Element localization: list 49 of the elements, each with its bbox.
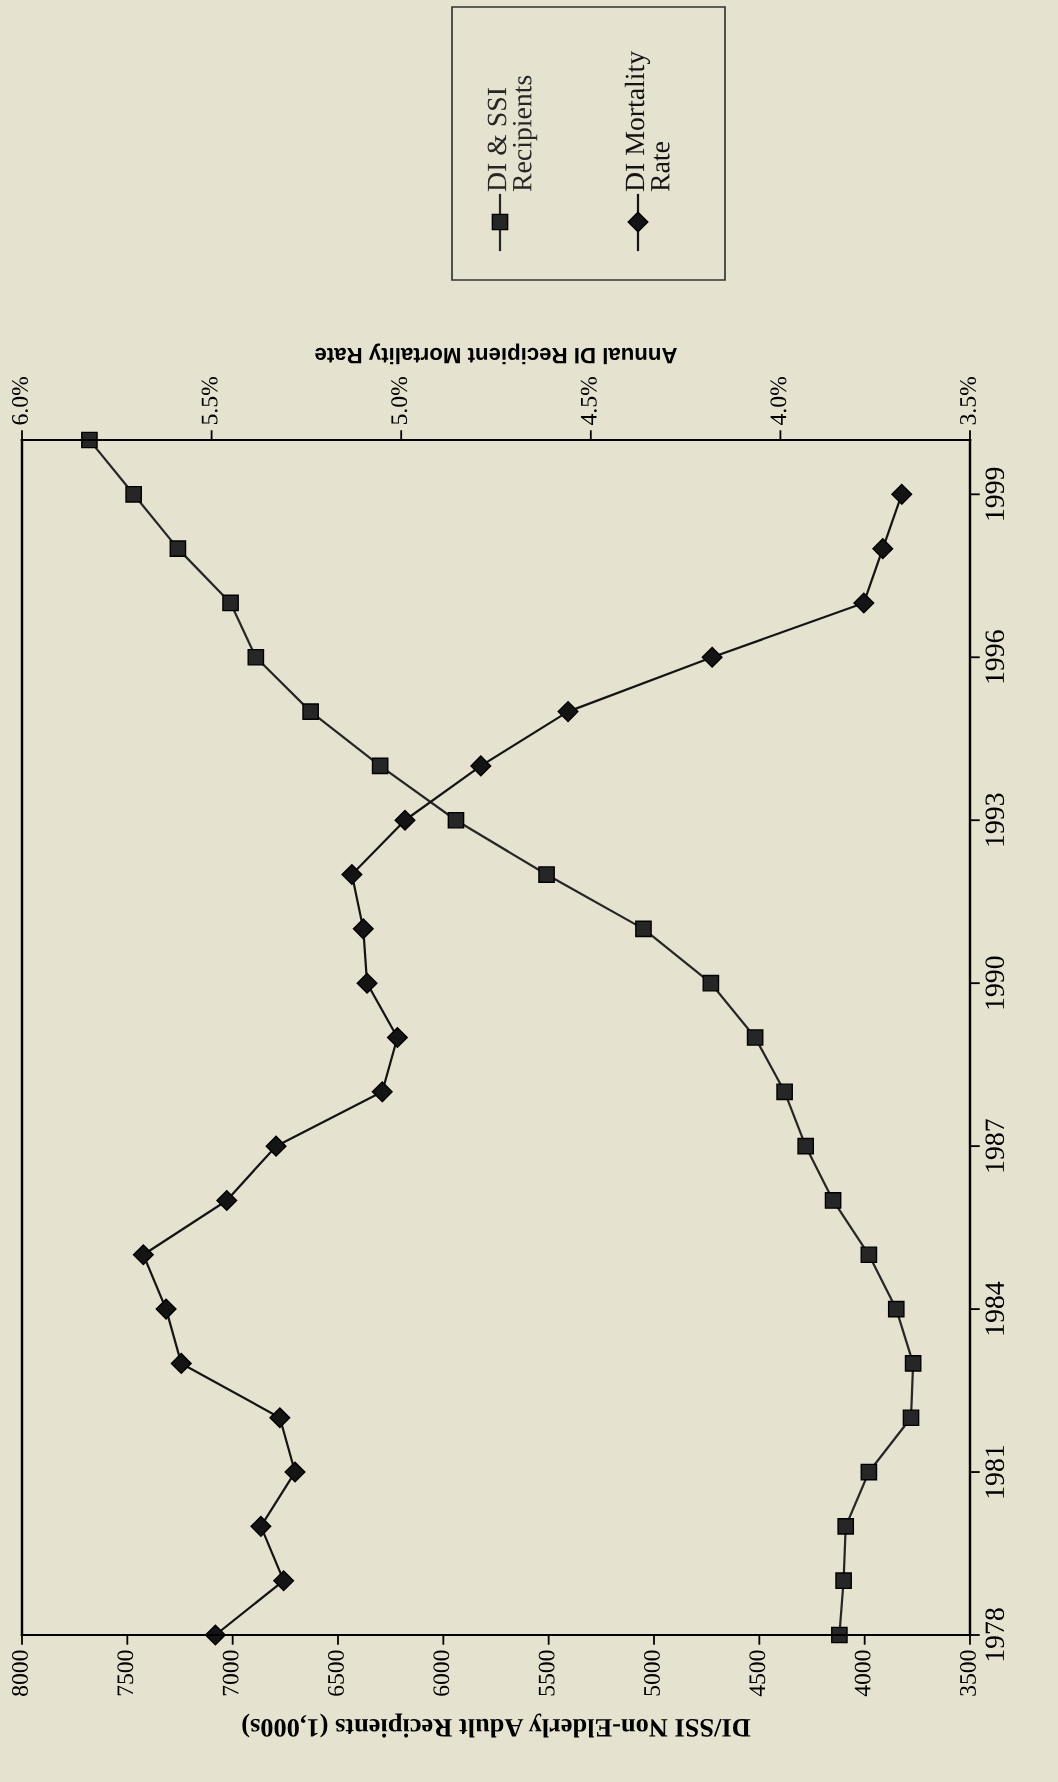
point [371,757,389,775]
point [824,1192,842,1209]
point [835,1572,852,1590]
point [447,811,465,829]
point [702,974,720,992]
point [860,1463,878,1481]
y-tick-label: 1996 [985,630,1005,683]
point [169,540,187,557]
point [797,1137,815,1155]
point [887,1300,905,1318]
point [776,1083,793,1101]
text: DI Mortality Rate [624,50,670,192]
point [125,485,142,503]
x2-tick-label: 4.5% [580,377,597,425]
point [538,866,555,883]
x-tick-label: 7500 [117,1650,134,1696]
y-tick-label: 1999 [985,467,1005,520]
y-tick-label: 1993 [985,793,1005,846]
point [222,594,239,612]
y-tick-label: 1981 [985,1445,1005,1498]
x-tick-label: 5000 [643,1650,660,1696]
x2-tick-label: 5.0% [391,377,408,425]
x-tick-label: 5500 [538,1650,555,1696]
x-tick-label: 6000 [433,1650,450,1696]
x-tick-label: 6500 [327,1650,344,1696]
x-tick-label: 4500 [749,1650,766,1697]
x-axis-title: DI/SSI Non-Elderly Adult Recipients (1,000s) [242,1713,751,1738]
y-tick-label: 1978 [985,1608,1005,1661]
point [746,1029,764,1046]
y-tick-label: 1990 [985,956,1005,1009]
x-tick-label: 8000 [11,1650,28,1696]
x-tick-label: 3500 [959,1650,976,1696]
x2-tick-label: 4.0% [770,377,787,425]
x2-tick-label: 5.5% [201,377,218,425]
x2-axis-title: Annual DI Recipient Mortality Rate [315,343,677,365]
point [860,1246,878,1264]
x2-tick-label: 6.0% [11,377,29,425]
point [904,1355,922,1372]
point [635,920,652,938]
x-tick-label: 7000 [222,1650,239,1696]
point [902,1409,920,1427]
point [302,703,319,720]
y-tick-label: 1987 [985,1119,1005,1172]
x2-tick-label: 3.5% [959,377,977,425]
text: DI & SSI Recipients [487,75,538,192]
y-tick-label: 1984 [985,1281,1005,1335]
point [837,1518,855,1535]
x-tick-label: 4000 [854,1650,871,1697]
point [247,648,265,666]
